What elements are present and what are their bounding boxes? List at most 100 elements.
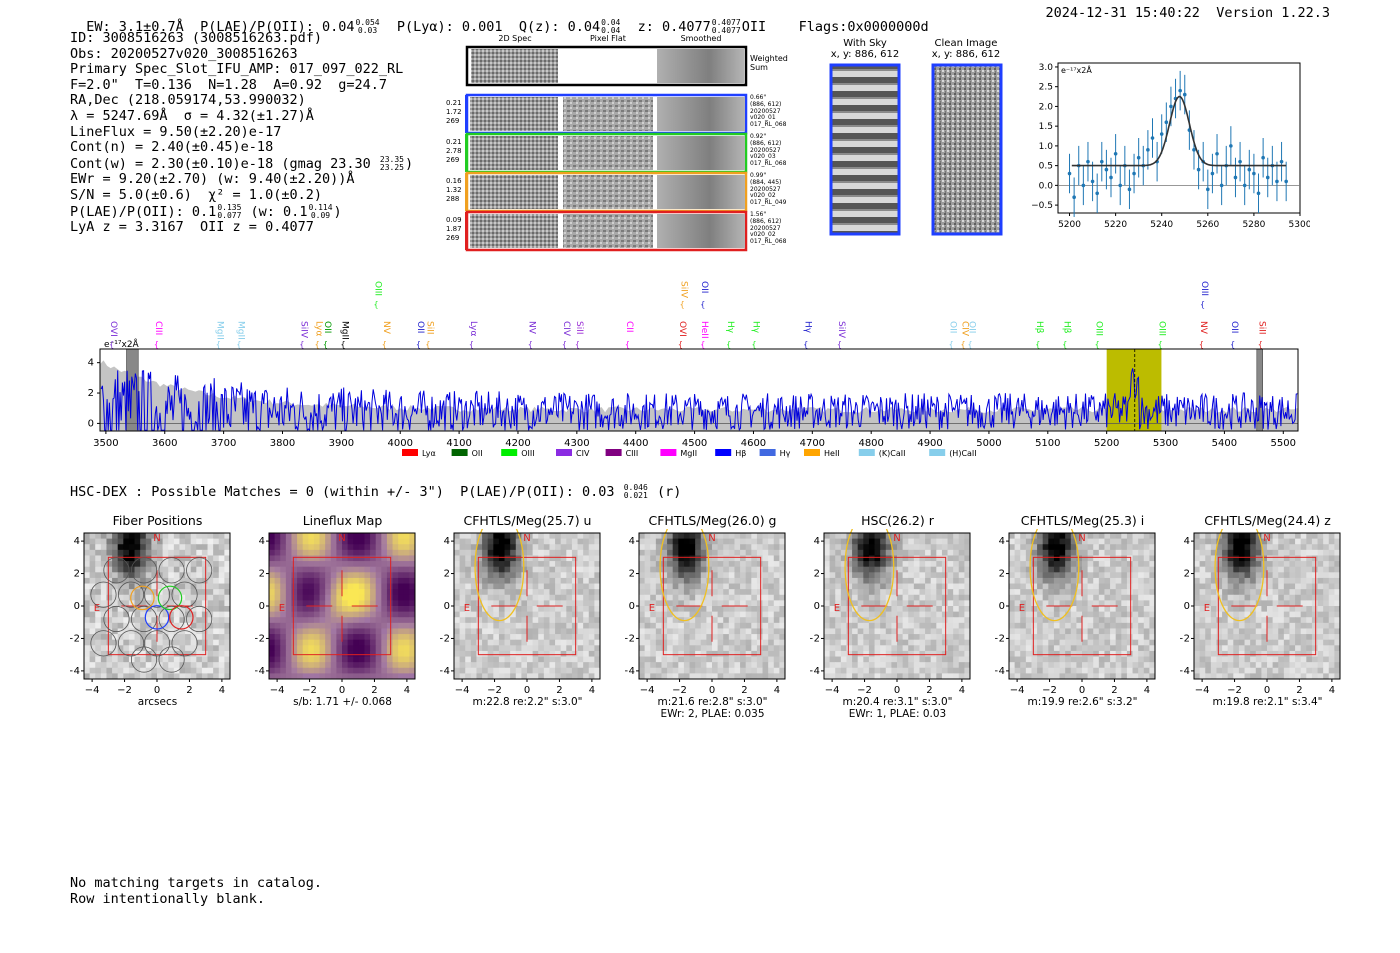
image-pixel bbox=[1020, 600, 1027, 607]
flux-map-pixel bbox=[280, 572, 287, 579]
image-pixel bbox=[527, 667, 534, 674]
image-pixel bbox=[168, 577, 175, 585]
image-pixel bbox=[639, 594, 646, 601]
image-pixel bbox=[1070, 538, 1077, 545]
image-pixel bbox=[897, 639, 904, 646]
image-pixel bbox=[1121, 611, 1128, 618]
image-pixel bbox=[824, 650, 831, 658]
image-pixel bbox=[1317, 594, 1324, 601]
image-pixel bbox=[717, 656, 724, 663]
image-pixel bbox=[1272, 566, 1279, 573]
image-pixel bbox=[482, 577, 489, 585]
flux-map-pixel bbox=[398, 566, 405, 573]
image-pixel bbox=[510, 533, 517, 540]
image-pixel bbox=[913, 650, 920, 658]
image-pixel bbox=[762, 645, 769, 652]
flux-map-pixel bbox=[358, 617, 365, 624]
image-pixel bbox=[1121, 650, 1128, 658]
image-pixel bbox=[650, 650, 657, 658]
image-pixel bbox=[521, 533, 528, 540]
image-pixel bbox=[1042, 667, 1049, 674]
image-pixel bbox=[487, 611, 494, 618]
image-pixel bbox=[1048, 561, 1055, 568]
image-pixel bbox=[476, 611, 483, 618]
legend-swatch bbox=[759, 449, 776, 456]
image-pixel bbox=[1132, 600, 1139, 607]
image-pixel bbox=[958, 544, 965, 551]
image-pixel bbox=[213, 656, 220, 663]
image-pixel bbox=[465, 589, 472, 596]
image-pixel bbox=[655, 673, 662, 680]
cutout-row-marker bbox=[465, 212, 468, 250]
flux-map-pixel bbox=[269, 583, 276, 590]
image-pixel bbox=[476, 561, 483, 568]
image-pixel bbox=[1132, 538, 1139, 545]
image-pixel bbox=[196, 583, 203, 590]
image-pixel bbox=[201, 611, 209, 618]
image-pixel bbox=[1278, 566, 1285, 573]
image-pixel bbox=[515, 561, 522, 568]
image-pixel bbox=[100, 650, 107, 658]
flux-map-pixel bbox=[308, 549, 315, 556]
image-pixel bbox=[1070, 645, 1077, 652]
image-pixel bbox=[745, 544, 752, 551]
image-pixel bbox=[655, 572, 662, 579]
image-pixel bbox=[1143, 572, 1150, 579]
image-pixel bbox=[1311, 577, 1319, 585]
flux-map-pixel bbox=[392, 673, 399, 680]
cutout-left-value: 269 bbox=[446, 156, 460, 164]
flux-map-pixel bbox=[375, 611, 382, 618]
image-pixel bbox=[1126, 555, 1134, 562]
image-pixel bbox=[885, 650, 892, 658]
image-pixel bbox=[185, 606, 192, 613]
image-pixel bbox=[1199, 589, 1206, 596]
image-pixel bbox=[1059, 594, 1066, 601]
flux-map-pixel bbox=[409, 533, 416, 540]
image-pixel bbox=[768, 572, 775, 579]
flux-map-pixel bbox=[375, 650, 382, 658]
image-pixel bbox=[196, 673, 203, 680]
image-pixel bbox=[213, 555, 220, 562]
image-pixel bbox=[930, 673, 937, 680]
flux-map-pixel bbox=[370, 662, 377, 669]
image-pixel bbox=[695, 667, 702, 674]
image-pixel bbox=[577, 650, 584, 658]
image-pixel bbox=[773, 611, 780, 618]
image-pixel bbox=[1070, 583, 1077, 590]
image-pixel bbox=[538, 594, 545, 601]
image-pixel bbox=[1025, 561, 1032, 568]
image-pixel bbox=[930, 656, 937, 663]
fit-data-point bbox=[1169, 104, 1173, 109]
image-pixel bbox=[1031, 566, 1038, 573]
image-pixel bbox=[964, 650, 971, 658]
image-pixel bbox=[835, 555, 842, 562]
flux-map-pixel bbox=[302, 606, 309, 613]
image-pixel bbox=[773, 600, 780, 607]
image-pixel bbox=[1267, 549, 1274, 556]
image-pixel bbox=[868, 533, 876, 540]
image-pixel bbox=[1065, 549, 1072, 556]
flux-map-pixel bbox=[342, 600, 349, 607]
image-pixel bbox=[1014, 594, 1021, 601]
image-pixel bbox=[1048, 628, 1055, 635]
flux-map-pixel bbox=[297, 656, 304, 663]
flux-map-pixel bbox=[319, 583, 326, 590]
flux-map-pixel bbox=[313, 662, 321, 669]
image-pixel bbox=[1059, 544, 1066, 551]
image-pixel bbox=[224, 549, 231, 556]
image-pixel bbox=[487, 667, 494, 674]
flux-map-pixel bbox=[325, 555, 332, 562]
image-pixel bbox=[89, 544, 96, 551]
flux-map-pixel bbox=[297, 566, 304, 573]
image-pixel bbox=[1048, 606, 1055, 613]
image-pixel bbox=[824, 589, 831, 596]
image-pixel bbox=[863, 577, 870, 585]
image-pixel bbox=[1222, 549, 1229, 556]
image-pixel bbox=[1328, 561, 1335, 568]
image-pixel bbox=[173, 561, 180, 568]
image-pixel bbox=[908, 600, 915, 607]
flux-map-pixel bbox=[274, 656, 281, 663]
image-pixel bbox=[498, 656, 506, 663]
image-pixel bbox=[1267, 572, 1274, 579]
panel-y-tick-label: 0 bbox=[629, 601, 635, 612]
